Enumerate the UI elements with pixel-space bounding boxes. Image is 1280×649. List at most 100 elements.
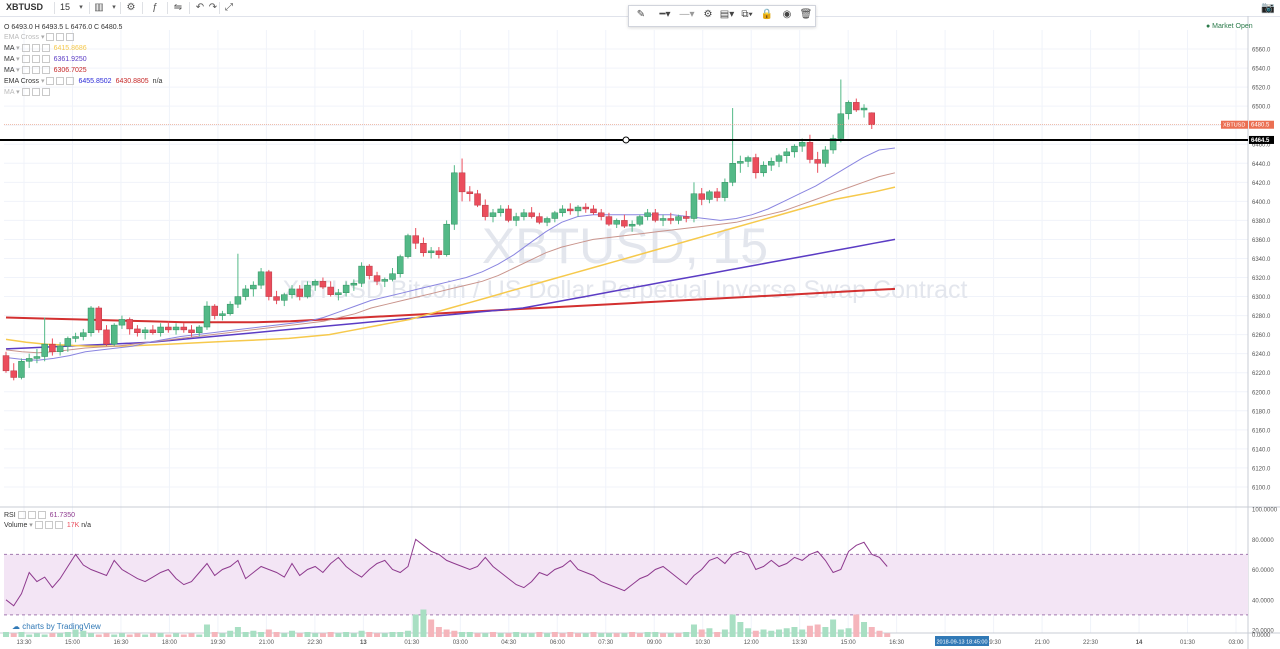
candle-body [281,294,288,301]
settings-box[interactable] [21,88,30,97]
candle-body [33,356,41,359]
settings-box[interactable] [34,521,43,530]
layers-icon[interactable]: ▤▾ [719,9,735,20]
settings-box[interactable] [21,44,30,53]
candle-body [675,216,682,221]
gear-icon[interactable]: ⚙ [703,9,713,20]
crosshair-time-label: 2018-09-13 18:45:00 [936,640,987,646]
candle-body [482,204,489,217]
settings-box[interactable] [56,77,65,86]
candle-body [597,212,605,217]
gear-icon[interactable]: ⚙ [126,2,136,13]
pencil-icon[interactable]: ✎ [636,9,646,20]
chevron-down-icon[interactable]: ▾ [112,4,116,11]
indicators-icon[interactable]: ƒ [152,2,158,13]
chevron-down-icon[interactable]: ▾ [14,67,20,74]
symbol-search[interactable]: XBTUSD [6,2,44,12]
clone-icon[interactable]: ⧉▾ [741,9,753,20]
volume-legend: Volume ▾ 17K n/a [4,521,91,530]
settings-box[interactable] [31,66,40,75]
fullscreen-icon[interactable]: ⤢ [225,2,233,13]
tradingview-branding[interactable]: ☁ charts by TradingView [12,622,101,631]
settings-box[interactable] [46,77,55,86]
settings-box[interactable] [17,511,26,520]
candle-body [103,329,110,345]
settings-box[interactable] [44,521,53,530]
legend-item[interactable]: MA ▾ [4,88,50,97]
volume-bar [768,630,775,637]
lock-icon[interactable]: 🔒 [760,9,774,20]
settings-box[interactable] [66,33,75,42]
volume-bar [180,634,187,637]
redo-icon[interactable]: ↷ [208,2,218,13]
divider [89,2,90,14]
volume-bar [250,630,257,637]
settings-box[interactable] [54,521,63,530]
settings-box[interactable] [56,33,65,42]
price-tick-label: 6320.0 [1252,276,1271,282]
settings-box[interactable] [66,77,75,86]
legend-item[interactable]: MA ▾ 6306.7025 [4,66,87,75]
settings-box[interactable] [41,88,50,97]
volume-bar [876,630,883,637]
chevron-down-icon[interactable]: ▾ [14,56,20,63]
candle-body [512,216,520,221]
chevron-down-icon[interactable]: ▾ [79,4,83,11]
settings-box[interactable] [27,511,36,520]
candle-body [427,250,435,254]
line-color-icon[interactable]: ━▾ [659,9,671,20]
candle-body [242,288,249,297]
volume-bar [18,632,25,637]
trash-icon[interactable]: 🗑 [799,9,813,20]
legend-item[interactable]: MA ▾ 6415.8686 [4,44,87,53]
interval-select[interactable]: 15 [60,2,71,12]
divider [219,2,220,14]
volume-bar [760,629,767,637]
legend-item-value: 6306.7025 [53,67,87,74]
volume-bar [536,632,543,637]
candle-body [451,172,458,225]
chevron-down-icon[interactable]: ▾ [14,89,20,96]
settings-box[interactable] [31,44,40,53]
volume-bar [88,633,95,637]
settings-box[interactable] [31,55,40,64]
rsi-polyline [5,538,888,607]
candles-icon[interactable]: ▥ [94,2,104,13]
legend-item[interactable]: MA ▾ 6361.9250 [4,55,87,64]
legend-item[interactable]: EMA Cross ▾ [4,33,75,42]
ma-red-line [5,287,896,324]
candle-body [652,212,659,221]
settings-box[interactable] [41,66,50,75]
legend-item[interactable]: EMA Cross ▾ 6455.8502 6430.8805 n/a [4,77,162,86]
volume-bar [435,627,442,637]
volume-bar [420,609,427,637]
chart-canvas[interactable]: XBTUSD, 15 XBTUSD Bitcoin / US Dollar Pe… [0,16,1280,649]
line-style-icon[interactable]: —▾ [679,9,695,20]
settings-box[interactable] [46,33,55,42]
settings-box[interactable] [21,55,30,64]
eye-icon[interactable]: ◉ [782,9,792,20]
settings-box[interactable] [37,511,46,520]
compare-icon[interactable]: ⇋ [173,2,183,13]
chevron-down-icon[interactable]: ▾ [27,522,33,529]
chevron-down-icon[interactable]: ▾ [39,78,45,85]
candle-body [265,271,273,297]
horizontal-line-drawing[interactable] [0,136,1248,144]
symbol-tag-bg [1221,120,1248,129]
settings-box[interactable] [21,66,30,75]
settings-box[interactable] [31,88,40,97]
camera-icon[interactable]: 📷 [1261,2,1275,14]
volume-bar [350,633,357,637]
candle-body [319,281,327,288]
candle-body [543,218,551,223]
volume-bar [389,632,396,637]
volume-legend-value: 17K [66,522,80,529]
settings-box[interactable] [41,44,50,53]
candle-body [304,284,311,297]
undo-icon[interactable]: ↶ [195,2,205,13]
chevron-down-icon[interactable]: ▾ [14,45,20,52]
volume-bar [289,630,296,637]
settings-box[interactable] [41,55,50,64]
chevron-down-icon[interactable]: ▾ [39,34,45,41]
candle-body [180,326,188,331]
